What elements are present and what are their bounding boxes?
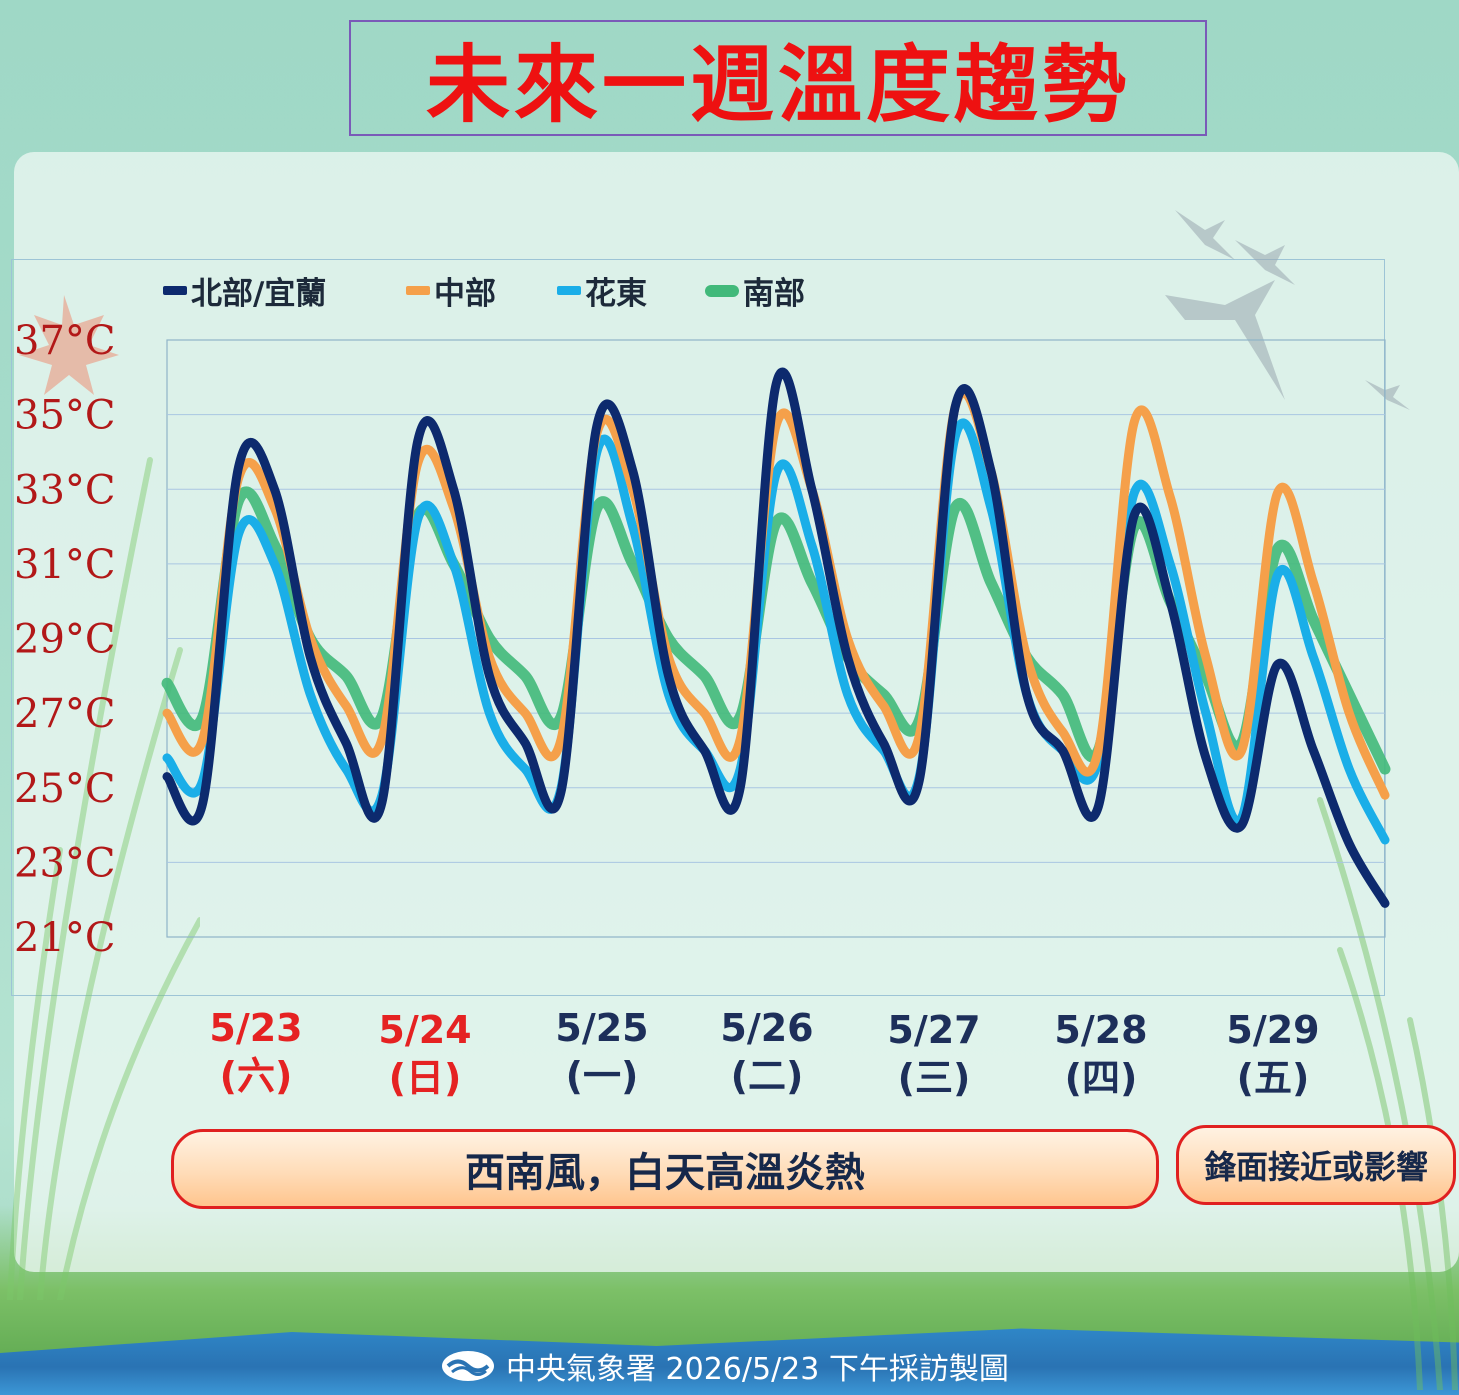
x-axis-date: 5/25 [555, 1006, 649, 1050]
x-axis-label-day: 5/28 (四) [1031, 1006, 1171, 1102]
x-axis-weekday: (三) [897, 1056, 971, 1100]
x-axis-label-day: 5/26 (二) [697, 1004, 837, 1100]
y-tick-label: 25°C [14, 766, 116, 812]
y-tick-label: 29°C [14, 617, 116, 663]
legend: 北部/宜蘭 中部 花東 南部 [163, 268, 805, 313]
band-text: 西南風，白天高溫炎熱 [465, 1150, 865, 1196]
x-axis-label-day: 5/25 (一) [532, 1004, 672, 1100]
x-axis-date: 5/29 [1226, 1008, 1320, 1052]
x-axis-date: 5/27 [887, 1008, 981, 1052]
x-axis-date: 5/26 [720, 1006, 814, 1050]
legend-item-north: 北部/宜蘭 [163, 268, 406, 313]
legend-item-south: 南部 [705, 268, 805, 313]
series-line-north [162, 367, 1390, 908]
y-tick-label: 31°C [14, 542, 116, 588]
x-axis-weekday: (二) [730, 1054, 804, 1098]
y-tick-label: 37°C [14, 318, 116, 364]
maple-leaf-icon [19, 295, 119, 395]
y-tick-label: 33°C [14, 467, 116, 513]
x-axis-date: 5/28 [1054, 1008, 1148, 1052]
page-title: 未來一週溫度趨勢 [425, 35, 1130, 134]
y-tick-label: 21°C [14, 915, 116, 961]
legend-swatch [705, 284, 739, 297]
x-axis-label-day: 5/27 (三) [864, 1006, 1004, 1102]
y-tick-label: 35°C [14, 393, 116, 439]
legend-swatch [163, 286, 187, 295]
legend-item-east: 花東 [557, 268, 705, 313]
x-axis-label-day: 5/23 (六) [186, 1004, 326, 1100]
title-box: 未來一週溫度趨勢 [349, 20, 1207, 136]
legend-swatch [557, 286, 581, 295]
legend-label: 北部/宜蘭 [191, 276, 327, 312]
weather-band-southwest-wind: 西南風，白天高溫炎熱 [171, 1129, 1159, 1209]
x-axis-label-day: 5/24 (日) [355, 1006, 495, 1102]
x-axis-date: 5/24 [378, 1008, 472, 1052]
footer: 中央氣象署 2026/5/23 下午採訪製圖 [440, 1344, 1009, 1388]
legend-swatch [406, 286, 430, 295]
y-tick-label: 23°C [14, 840, 116, 886]
legend-label: 南部 [743, 276, 805, 312]
cwa-logo-icon [442, 1351, 494, 1381]
reed-grass-icon [7, 457, 200, 1300]
weather-band-front: 鋒面接近或影響 [1176, 1125, 1456, 1205]
series-line-central [162, 388, 1390, 800]
y-tick-label: 27°C [14, 691, 116, 737]
x-axis-weekday: (五) [1236, 1056, 1310, 1100]
x-axis-label-day: 5/29 (五) [1203, 1006, 1343, 1102]
footer-text: 中央氣象署 2026/5/23 下午採訪製圖 [506, 1352, 1009, 1387]
legend-label: 中部 [434, 276, 496, 312]
band-text: 鋒面接近或影響 [1203, 1148, 1428, 1186]
swallow-icon [1165, 210, 1410, 410]
x-axis-date: 5/23 [209, 1006, 303, 1050]
x-axis-weekday: (一) [565, 1054, 639, 1098]
legend-item-central: 中部 [406, 268, 557, 313]
x-axis-weekday: (日) [388, 1056, 462, 1100]
x-axis-weekday: (六) [219, 1054, 293, 1098]
x-axis-weekday: (四) [1064, 1056, 1138, 1100]
legend-label: 花東 [585, 276, 647, 312]
